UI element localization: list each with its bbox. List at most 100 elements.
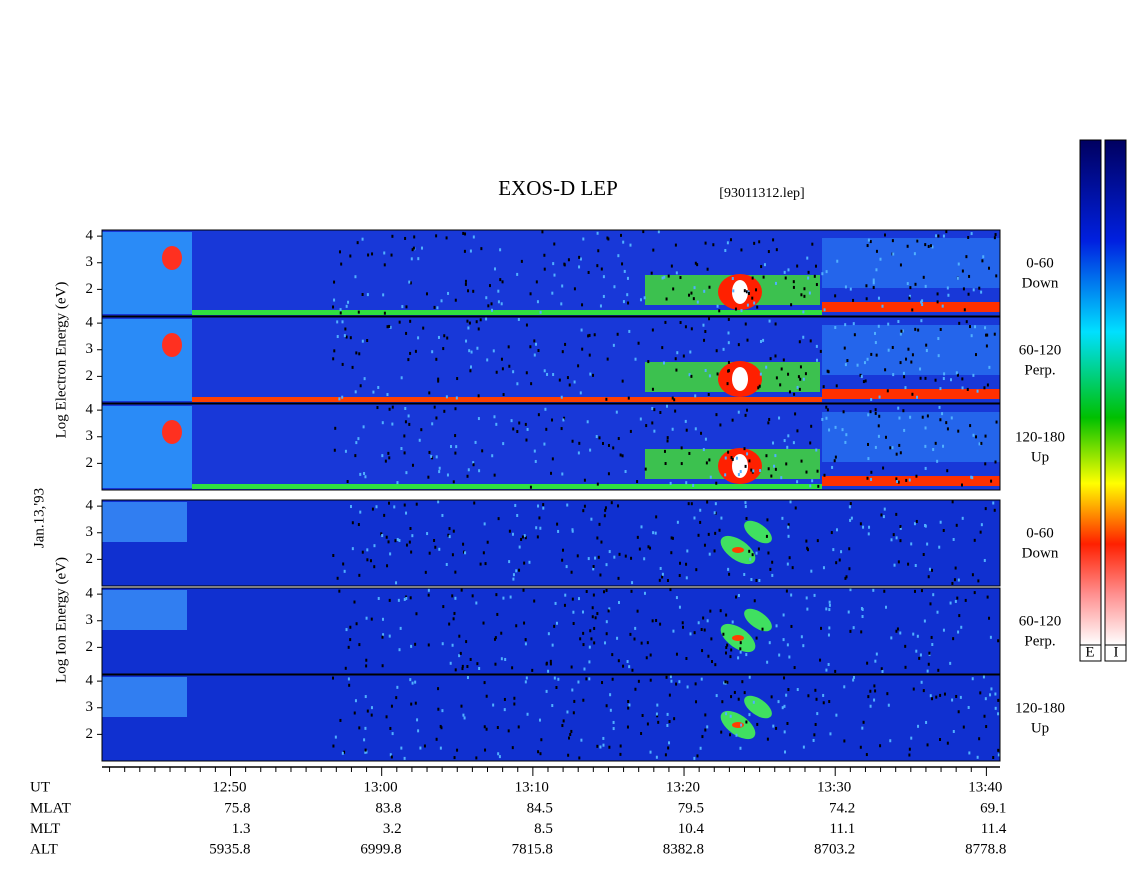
speckle xyxy=(947,293,950,297)
speckle xyxy=(655,755,658,759)
speckle xyxy=(782,358,785,362)
speckle xyxy=(626,660,629,664)
speckle xyxy=(866,661,869,665)
speckle xyxy=(428,551,431,555)
x-tick-label: 13:30 xyxy=(817,779,851,795)
spectral-region xyxy=(192,310,822,315)
speckle xyxy=(731,457,734,461)
speckle xyxy=(937,354,940,358)
speckle xyxy=(928,651,931,655)
speckle xyxy=(843,685,846,689)
speckle xyxy=(365,658,368,662)
speckle xyxy=(512,577,515,581)
speckle xyxy=(349,638,352,642)
speckle xyxy=(745,516,748,520)
speckle xyxy=(715,694,718,698)
speckle xyxy=(770,474,773,478)
speckle xyxy=(435,357,438,361)
speckle xyxy=(768,319,771,323)
spectral-region xyxy=(162,420,182,444)
speckle xyxy=(997,698,1000,702)
speckle xyxy=(568,383,571,387)
y-tick-label: 4 xyxy=(86,315,94,331)
speckle xyxy=(673,398,676,402)
speckle xyxy=(951,698,954,702)
speckle xyxy=(895,477,898,481)
speckle xyxy=(524,642,527,646)
speckle xyxy=(927,662,930,666)
speckle xyxy=(994,692,997,696)
speckle xyxy=(693,286,696,290)
speckle xyxy=(702,323,705,327)
speckle xyxy=(904,665,907,669)
speckle xyxy=(425,292,428,296)
speckle xyxy=(522,588,525,592)
speckle xyxy=(974,353,977,357)
speckle xyxy=(753,599,756,603)
speckle xyxy=(334,735,337,739)
speckle xyxy=(874,445,877,449)
speckle xyxy=(592,593,595,597)
speckle xyxy=(835,528,838,532)
speckle xyxy=(737,656,740,660)
speckle xyxy=(446,473,449,477)
speckle xyxy=(355,622,358,626)
speckle xyxy=(477,394,480,398)
speckle xyxy=(926,414,929,418)
speckle xyxy=(852,678,855,682)
speckle xyxy=(643,557,646,561)
speckle xyxy=(874,659,877,663)
y-tick-label: 4 xyxy=(86,586,94,602)
speckle xyxy=(580,738,583,742)
speckle xyxy=(366,709,369,713)
speckle xyxy=(646,641,649,645)
speckle xyxy=(460,588,463,592)
speckle xyxy=(404,406,407,410)
speckle xyxy=(539,526,542,530)
speckle xyxy=(454,298,457,302)
speckle xyxy=(925,349,928,353)
speckle xyxy=(486,540,489,544)
speckle xyxy=(462,231,465,235)
speckle xyxy=(381,635,384,639)
speckle xyxy=(472,461,475,465)
speckle xyxy=(793,666,796,670)
speckle xyxy=(630,589,633,593)
speckle xyxy=(373,544,376,548)
speckle xyxy=(408,280,411,284)
speckle xyxy=(370,713,373,717)
speckle xyxy=(797,375,800,379)
spectral-region xyxy=(822,476,1000,486)
speckle xyxy=(479,562,482,566)
speckle xyxy=(973,538,976,542)
speckle xyxy=(449,445,452,449)
speckle xyxy=(464,279,467,283)
speckle xyxy=(968,751,971,755)
panel-direction: Down xyxy=(1022,545,1059,561)
speckle xyxy=(610,501,613,505)
speckle xyxy=(903,428,906,432)
speckle xyxy=(744,501,747,505)
speckle xyxy=(978,286,981,290)
speckle xyxy=(572,711,575,715)
speckle xyxy=(730,456,733,460)
colorbar xyxy=(1079,139,1102,646)
speckle xyxy=(340,262,343,266)
speckle xyxy=(439,746,442,750)
speckle xyxy=(543,267,546,271)
speckle xyxy=(467,468,470,472)
speckle xyxy=(974,325,977,329)
speckle xyxy=(783,730,786,734)
speckle xyxy=(836,259,839,263)
speckle xyxy=(915,649,918,653)
speckle xyxy=(666,436,669,440)
speckle xyxy=(508,529,511,533)
speckle xyxy=(420,428,423,432)
speckle xyxy=(401,305,404,309)
speckle xyxy=(636,609,639,613)
speckle xyxy=(362,425,365,429)
speckle xyxy=(348,683,351,687)
panel-frame xyxy=(101,316,1001,404)
speckle xyxy=(672,629,675,633)
speckle xyxy=(745,290,748,294)
